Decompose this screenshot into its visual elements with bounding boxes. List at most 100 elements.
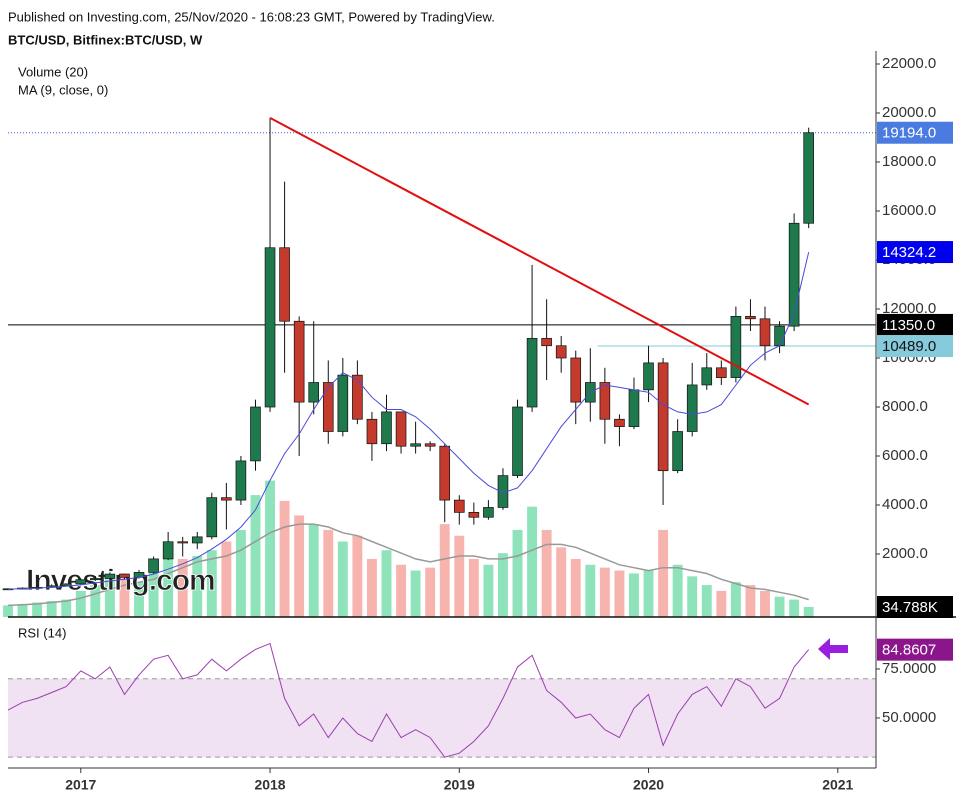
x-tick-label: 2018 — [254, 777, 285, 793]
volume-bar — [337, 541, 348, 617]
volume-bar — [439, 524, 450, 617]
candle-body — [686, 384, 698, 432]
volume-badge-bg — [877, 596, 953, 618]
volume-bar — [366, 558, 377, 617]
volume-bar — [512, 529, 523, 617]
candle-body — [322, 382, 334, 432]
volume-bar — [192, 556, 203, 617]
volume-bar — [658, 529, 669, 617]
ma-legend: MA (9, close, 0) — [18, 82, 108, 97]
volume-bar — [614, 570, 625, 617]
candle-body — [206, 497, 218, 538]
rsi-legend: RSI (14) — [18, 625, 66, 640]
volume-bar — [396, 564, 407, 617]
candle-body — [483, 507, 494, 518]
volume-bar — [789, 599, 800, 617]
rsi-tick-label: 75.0000 — [882, 660, 936, 677]
volume-bar — [235, 529, 246, 617]
candle-body — [512, 406, 523, 476]
volume-badge: 34.788K — [882, 599, 938, 616]
volume-bar — [570, 558, 581, 617]
candle-body — [614, 418, 625, 427]
volume-bar — [134, 582, 144, 617]
candle-body — [599, 382, 611, 420]
volume-bar — [104, 579, 115, 617]
rsi-arrow — [818, 638, 848, 660]
candle-body — [293, 320, 305, 403]
candle-body — [730, 315, 742, 378]
candle-body — [453, 499, 465, 513]
ma-badge-bg — [877, 241, 953, 264]
candle-body — [410, 443, 421, 447]
candle-body — [119, 573, 130, 578]
candle-body — [643, 362, 654, 391]
volume-bar — [221, 541, 232, 617]
volume-bar — [803, 606, 814, 617]
y-tick-label: 18000.0 — [882, 153, 936, 170]
candle-body — [162, 541, 174, 560]
volume-bar — [119, 573, 130, 617]
volume-bar — [279, 500, 290, 617]
candle-body — [250, 406, 261, 462]
y-tick-label: 12000.0 — [882, 300, 936, 317]
candle-body — [308, 382, 320, 403]
volume-bar — [556, 547, 567, 617]
volume-bar — [629, 573, 639, 617]
volume-bar — [425, 567, 436, 617]
volume-bar — [32, 602, 43, 617]
candle-body — [541, 338, 552, 347]
volume-bar — [61, 599, 72, 617]
candle-body — [788, 222, 800, 327]
y-tick-label: 8000.0 — [882, 398, 928, 415]
volume-bar — [177, 558, 188, 617]
level-badge: 10489.0 — [882, 338, 936, 355]
y-tick-label: 4000.0 — [882, 496, 928, 513]
level-badge-bg — [877, 121, 953, 144]
volume-bar — [17, 603, 28, 617]
level-badge: 11350.0 — [882, 317, 935, 334]
candle-body — [745, 315, 756, 320]
volume-bar — [46, 601, 57, 617]
candle-body — [716, 367, 727, 378]
candle-body — [279, 247, 290, 322]
y-tick-label: 22000.0 — [882, 55, 936, 72]
rsi-band — [8, 678, 876, 758]
ma-badge: 14324.2 — [882, 244, 936, 261]
candle-body — [803, 132, 814, 224]
volume-bar — [643, 570, 654, 617]
candle-body — [381, 411, 392, 445]
candle-body — [395, 411, 407, 447]
candle-body — [221, 497, 232, 501]
arrow-icon — [818, 638, 848, 660]
candle-body — [104, 573, 116, 579]
candle-body — [424, 443, 436, 447]
volume-bar — [148, 570, 159, 617]
x-tick-label: 2017 — [65, 777, 96, 793]
volume-bar — [527, 506, 538, 617]
candle-body — [759, 318, 771, 347]
candle-body — [191, 536, 203, 544]
candle-body — [526, 338, 538, 408]
candle-body — [439, 445, 451, 501]
volume-bar — [730, 582, 741, 617]
rsi-badge-bg — [877, 638, 953, 661]
title: BTC/USD, Bitfinex:BTC/USD, W — [8, 32, 203, 47]
volume-bar — [410, 570, 421, 617]
volume-bar — [250, 495, 261, 617]
candle-body — [570, 357, 582, 403]
volume-ma-line — [7, 523, 809, 607]
volume-bar — [381, 550, 392, 617]
candle-body — [235, 460, 247, 501]
volume-bar — [468, 558, 479, 617]
candle-body — [337, 374, 349, 432]
x-tick-label: 2020 — [633, 777, 664, 793]
volume-bar — [3, 605, 13, 617]
level-badge: 19194.0 — [882, 125, 936, 142]
candle-body — [774, 325, 785, 347]
y-tick-label: 16000.0 — [882, 202, 936, 219]
volume-bar — [774, 596, 785, 617]
candle-body — [701, 367, 713, 386]
volume-bar — [483, 564, 494, 617]
volume-bar — [672, 564, 683, 617]
candle-body — [672, 431, 683, 472]
